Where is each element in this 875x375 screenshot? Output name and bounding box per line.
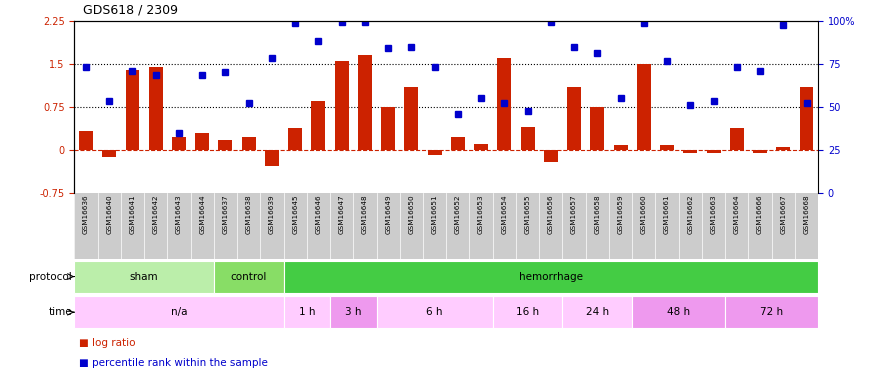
Bar	[660, 146, 674, 150]
Bar	[74, 261, 213, 292]
Text: 24 h: 24 h	[585, 307, 609, 317]
Text: GSM16652: GSM16652	[455, 194, 461, 234]
Text: GSM16638: GSM16638	[246, 194, 252, 234]
Text: GSM16646: GSM16646	[315, 194, 321, 234]
Text: GSM16649: GSM16649	[385, 194, 391, 234]
Text: 6 h: 6 h	[426, 307, 443, 317]
Bar	[219, 140, 233, 150]
Bar	[591, 107, 605, 150]
Bar	[474, 144, 488, 150]
Text: GSM16662: GSM16662	[687, 194, 693, 234]
Text: GSM16659: GSM16659	[618, 194, 624, 234]
Bar	[330, 296, 376, 328]
Bar	[730, 128, 744, 150]
Bar	[632, 296, 725, 328]
Bar	[288, 128, 302, 150]
Text: ■ log ratio: ■ log ratio	[79, 338, 136, 348]
Bar	[172, 137, 186, 150]
Bar	[683, 150, 697, 153]
Text: GSM16654: GSM16654	[501, 194, 507, 234]
Text: GSM16657: GSM16657	[571, 194, 578, 234]
Bar	[567, 87, 581, 150]
Bar	[74, 296, 284, 328]
Text: GSM16651: GSM16651	[431, 194, 438, 234]
Text: GSM16668: GSM16668	[803, 194, 809, 234]
Bar	[493, 296, 563, 328]
Text: GSM16642: GSM16642	[153, 194, 158, 234]
Text: GSM16644: GSM16644	[200, 194, 206, 234]
Bar	[102, 150, 116, 157]
Text: GSM16637: GSM16637	[222, 194, 228, 234]
Bar	[753, 150, 767, 153]
Bar	[497, 58, 511, 150]
Bar	[284, 261, 818, 292]
Bar	[776, 147, 790, 150]
Text: GSM16656: GSM16656	[548, 194, 554, 234]
Bar	[563, 296, 632, 328]
Text: control: control	[230, 272, 267, 282]
Text: GSM16666: GSM16666	[757, 194, 763, 234]
Bar	[428, 150, 442, 154]
Text: n/a: n/a	[171, 307, 187, 317]
Bar	[613, 146, 627, 150]
Text: ■ percentile rank within the sample: ■ percentile rank within the sample	[79, 358, 268, 368]
Text: GSM16664: GSM16664	[734, 194, 739, 234]
Bar	[334, 61, 348, 150]
Text: GSM16641: GSM16641	[130, 194, 136, 234]
Bar	[451, 137, 465, 150]
Text: GSM16645: GSM16645	[292, 194, 298, 234]
Bar	[637, 64, 651, 150]
Text: GSM16650: GSM16650	[409, 194, 415, 234]
Text: 1 h: 1 h	[298, 307, 315, 317]
Text: sham: sham	[130, 272, 158, 282]
Text: 3 h: 3 h	[345, 307, 361, 317]
Bar	[800, 87, 814, 150]
Bar	[79, 131, 93, 150]
Text: GSM16643: GSM16643	[176, 194, 182, 234]
Text: hemorrhage: hemorrhage	[519, 272, 583, 282]
Text: GSM16639: GSM16639	[269, 194, 275, 234]
Bar	[265, 150, 279, 166]
Bar	[149, 67, 163, 150]
Bar	[382, 107, 396, 150]
Text: protocol: protocol	[29, 272, 72, 282]
Text: GSM16655: GSM16655	[525, 194, 530, 234]
Text: GSM16647: GSM16647	[339, 194, 345, 234]
Text: GSM16648: GSM16648	[362, 194, 368, 234]
Bar	[544, 150, 558, 162]
Bar	[376, 296, 493, 328]
Text: GSM16660: GSM16660	[640, 194, 647, 234]
Bar	[725, 296, 818, 328]
Text: GSM16661: GSM16661	[664, 194, 670, 234]
Text: 48 h: 48 h	[667, 307, 690, 317]
Bar	[404, 87, 418, 150]
Bar	[358, 55, 372, 150]
Text: 16 h: 16 h	[516, 307, 539, 317]
Bar	[521, 127, 535, 150]
Text: time: time	[48, 307, 72, 317]
Text: GSM16663: GSM16663	[710, 194, 717, 234]
Text: GDS618 / 2309: GDS618 / 2309	[83, 4, 178, 17]
Bar	[125, 69, 139, 150]
Bar	[707, 150, 720, 153]
Bar	[312, 101, 326, 150]
Text: GSM16658: GSM16658	[594, 194, 600, 234]
Text: GSM16667: GSM16667	[780, 194, 787, 234]
Bar	[214, 261, 284, 292]
Text: 72 h: 72 h	[760, 307, 783, 317]
Bar	[284, 296, 330, 328]
Text: GSM16636: GSM16636	[83, 194, 89, 234]
Text: GSM16653: GSM16653	[478, 194, 484, 234]
Bar	[242, 137, 256, 150]
Text: GSM16640: GSM16640	[106, 194, 112, 234]
Bar	[195, 133, 209, 150]
